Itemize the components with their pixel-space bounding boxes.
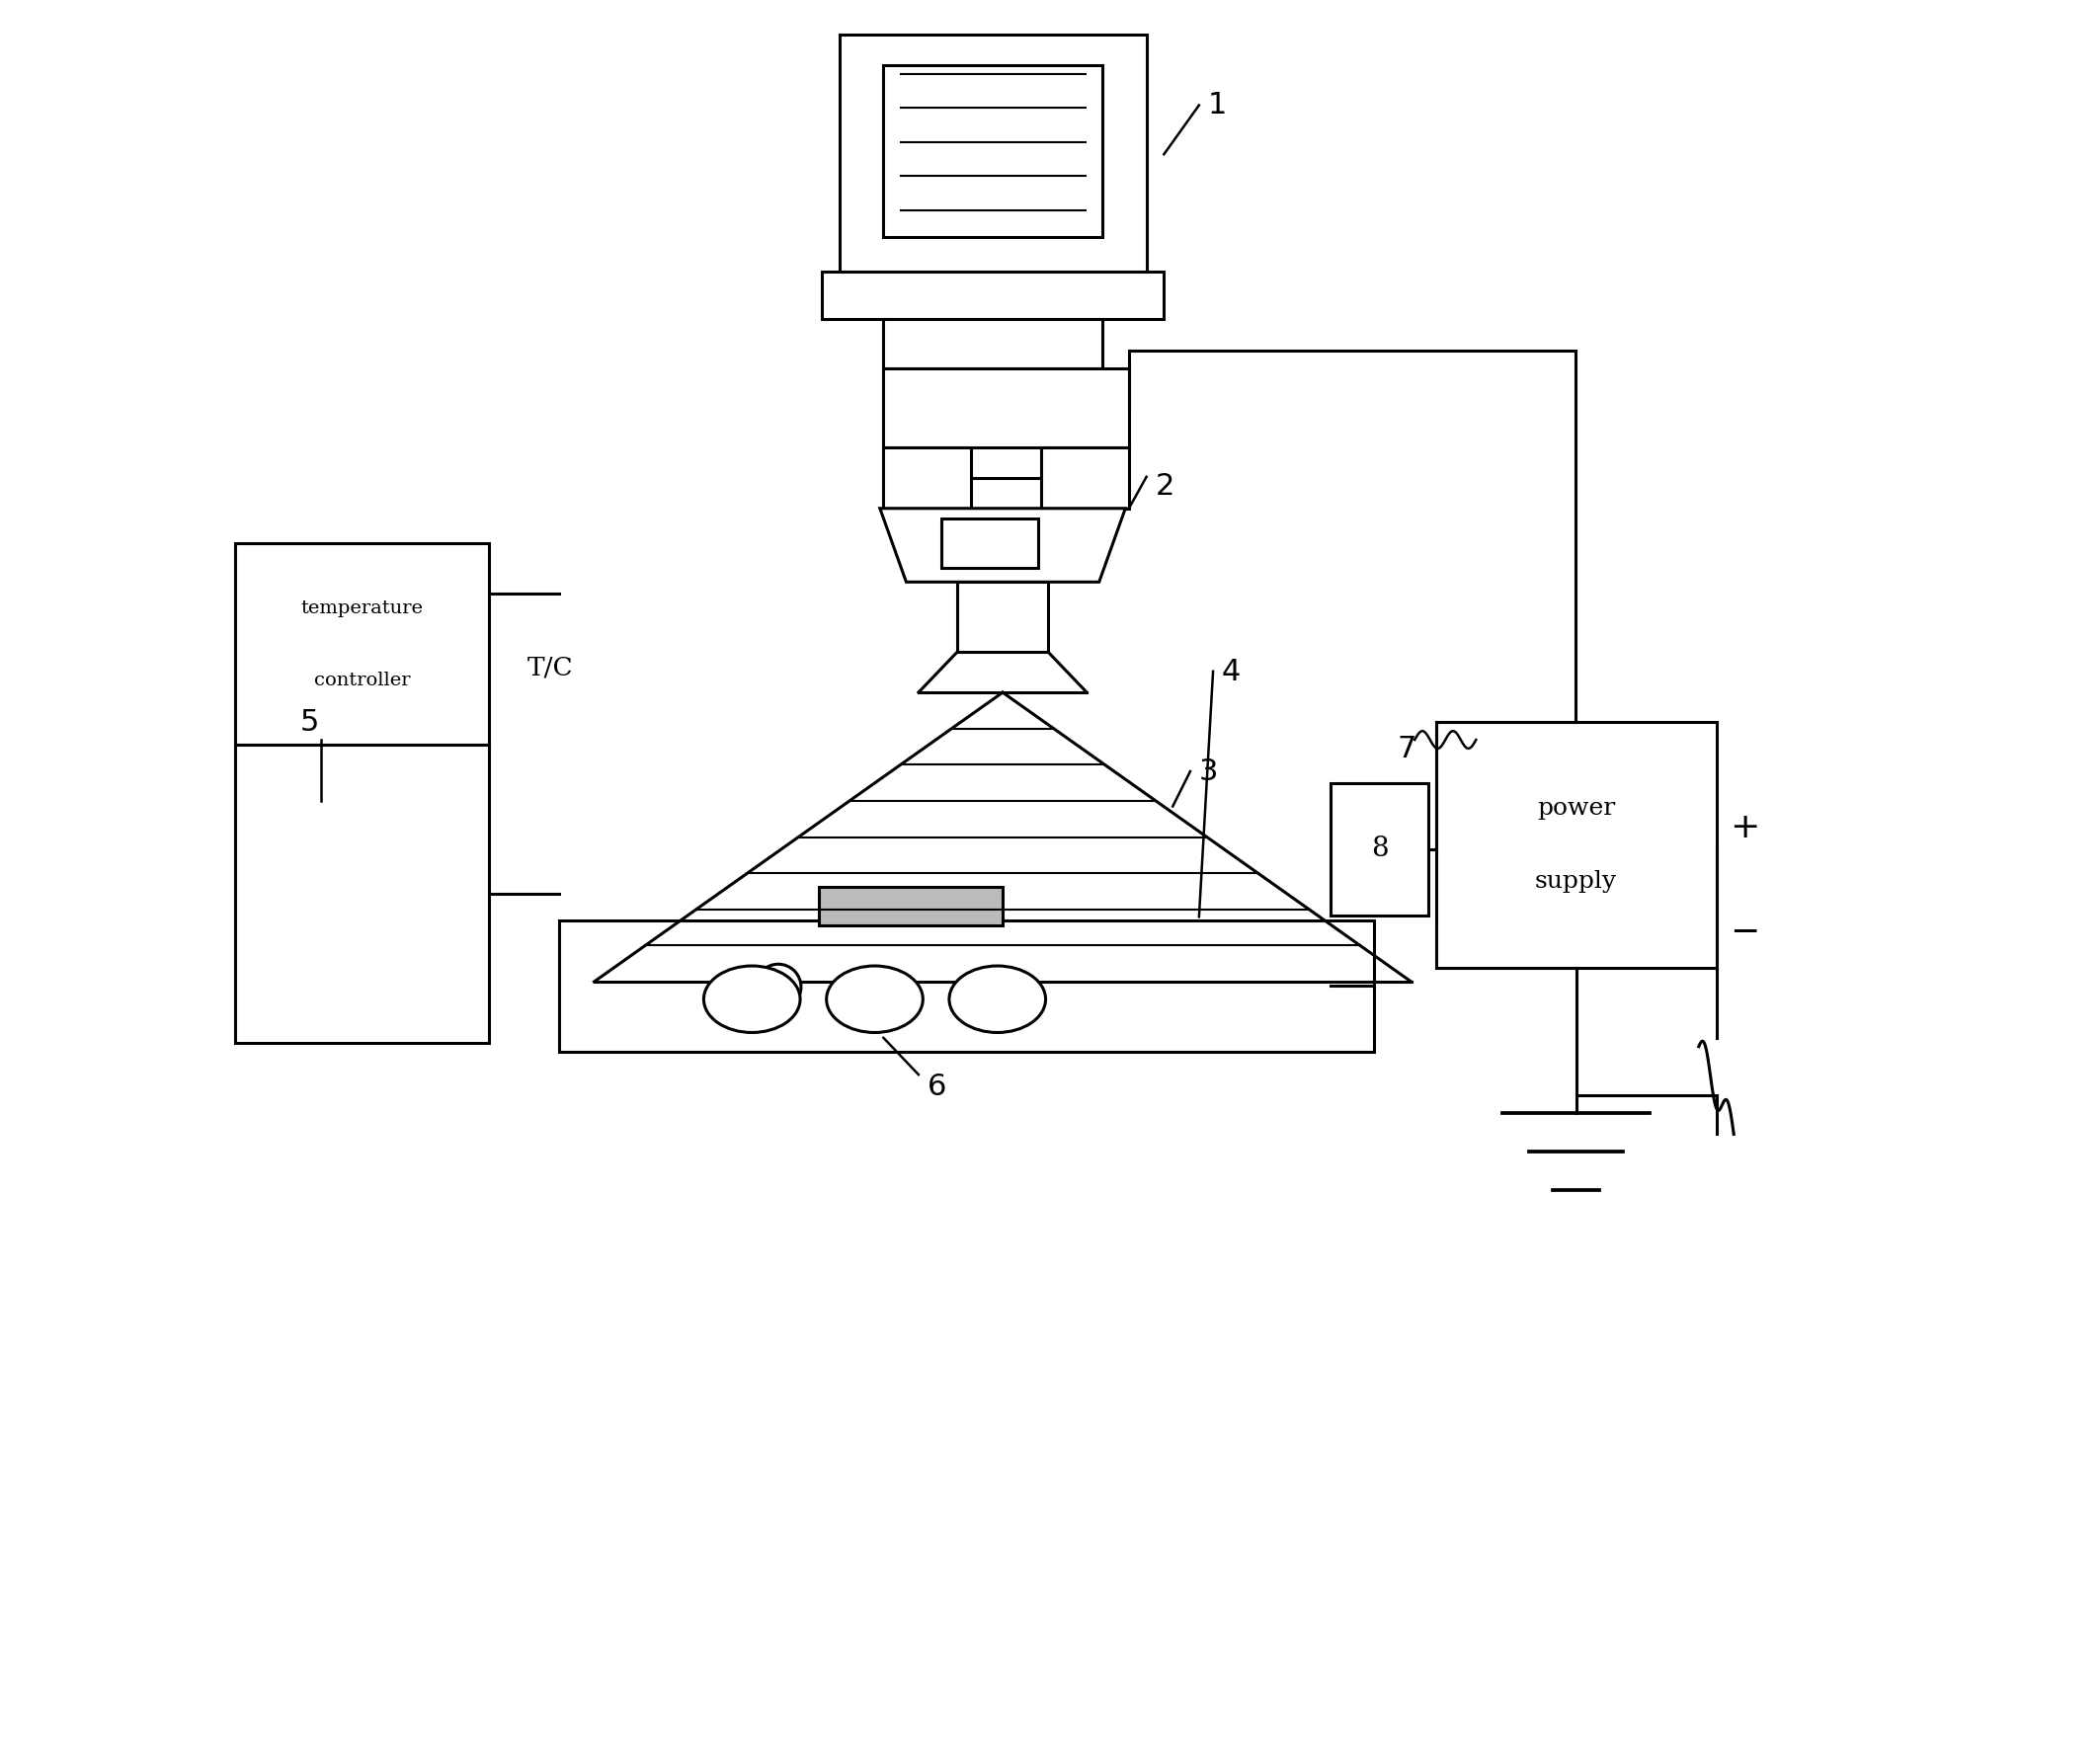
Text: 3: 3 [1199, 757, 1218, 785]
Bar [1436, 722, 1716, 968]
Bar [941, 519, 1037, 568]
Text: 5: 5 [300, 708, 319, 736]
Bar [819, 887, 1002, 926]
Bar [559, 920, 1373, 1052]
Text: supply: supply [1535, 871, 1617, 892]
Polygon shape [880, 508, 1126, 582]
Bar [884, 368, 1130, 447]
Bar [235, 543, 489, 745]
Ellipse shape [949, 966, 1046, 1033]
Text: +: + [1728, 810, 1760, 845]
Bar [840, 35, 1147, 272]
Bar [884, 319, 1102, 368]
Text: 8: 8 [1371, 836, 1388, 862]
Circle shape [756, 964, 800, 1010]
Ellipse shape [827, 966, 922, 1033]
Bar [958, 582, 1048, 652]
Bar [821, 272, 1163, 319]
Text: 6: 6 [928, 1073, 947, 1101]
Text: T/C: T/C [527, 656, 573, 680]
Bar [884, 447, 970, 508]
Bar [884, 65, 1102, 237]
Bar [235, 745, 489, 1043]
Text: power: power [1537, 798, 1615, 819]
Text: 7: 7 [1396, 735, 1415, 763]
Text: 1: 1 [1207, 91, 1226, 119]
Text: controller: controller [313, 671, 410, 689]
Text: 4: 4 [1222, 657, 1241, 685]
Ellipse shape [704, 966, 800, 1033]
Bar [1042, 447, 1130, 508]
Text: 2: 2 [1155, 472, 1174, 500]
Text: −: − [1730, 915, 1760, 950]
Bar [1331, 784, 1428, 915]
Text: temperature: temperature [300, 600, 422, 617]
